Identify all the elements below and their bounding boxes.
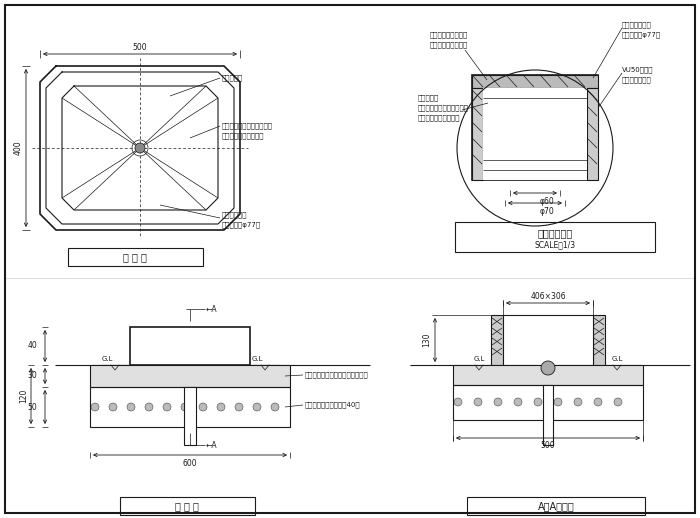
Circle shape xyxy=(181,403,189,411)
Text: 目皿：付属品: 目皿：付属品 xyxy=(222,212,248,218)
Text: 50: 50 xyxy=(27,402,37,411)
Text: ←A: ←A xyxy=(206,305,218,313)
Bar xyxy=(543,385,553,445)
Text: 立 面 図: 立 面 図 xyxy=(175,501,199,511)
Text: 500: 500 xyxy=(540,441,555,451)
Text: 繊維補強軽量コンクリート: 繊維補強軽量コンクリート xyxy=(222,123,273,130)
Text: φ60: φ60 xyxy=(540,196,554,206)
Circle shape xyxy=(217,403,225,411)
Circle shape xyxy=(253,403,261,411)
Circle shape xyxy=(271,403,279,411)
Bar xyxy=(483,88,587,180)
Bar xyxy=(68,248,203,266)
Circle shape xyxy=(163,403,171,411)
Text: クラッシャラン（Ｃ－40）: クラッシャラン（Ｃ－40） xyxy=(305,401,360,408)
Bar xyxy=(472,75,598,88)
Text: 目皿（付属品）: 目皿（付属品） xyxy=(622,22,652,28)
Circle shape xyxy=(614,398,622,406)
Bar xyxy=(453,365,643,385)
Text: 406×306: 406×306 xyxy=(530,292,566,300)
Text: VU50排水管: VU50排水管 xyxy=(622,67,654,74)
Circle shape xyxy=(514,398,522,406)
Text: 120: 120 xyxy=(20,389,29,403)
Text: A－A断面図: A－A断面図 xyxy=(538,501,575,511)
Bar xyxy=(472,75,598,180)
Bar xyxy=(130,327,250,365)
Bar xyxy=(455,222,655,252)
Text: G.L: G.L xyxy=(611,356,623,362)
Text: ←A: ←A xyxy=(206,440,218,450)
Text: 繊維補強軽量コンクリート: 繊維補強軽量コンクリート xyxy=(418,105,469,111)
Text: G.L: G.L xyxy=(251,356,262,362)
Bar xyxy=(491,315,503,365)
Text: ステラパン: ステラパン xyxy=(418,95,440,102)
Text: G.L: G.L xyxy=(473,356,485,362)
Circle shape xyxy=(474,398,482,406)
Text: シリコン系充填材で: シリコン系充填材で xyxy=(430,32,468,38)
Text: 500: 500 xyxy=(133,42,147,51)
Circle shape xyxy=(199,403,207,411)
Text: SCALE：1/3: SCALE：1/3 xyxy=(534,240,575,250)
Text: 40: 40 xyxy=(27,341,37,351)
Circle shape xyxy=(454,398,462,406)
Circle shape xyxy=(91,403,99,411)
Text: 130: 130 xyxy=(423,333,431,347)
Text: φ70: φ70 xyxy=(540,207,554,215)
Text: 排水部詳細図: 排水部詳細図 xyxy=(538,228,573,238)
Text: 平 面 図: 平 面 図 xyxy=(123,252,147,262)
Bar xyxy=(593,315,605,365)
Circle shape xyxy=(534,398,542,406)
Circle shape xyxy=(127,403,135,411)
Circle shape xyxy=(594,398,602,406)
Circle shape xyxy=(235,403,243,411)
Bar xyxy=(467,497,645,515)
Text: （現場調達品）: （現場調達品） xyxy=(622,77,652,83)
Bar xyxy=(587,88,598,180)
Circle shape xyxy=(494,398,502,406)
Bar xyxy=(472,88,483,180)
Text: G.L: G.L xyxy=(102,356,113,362)
Text: ステラパン: ステラパン xyxy=(222,75,244,81)
Circle shape xyxy=(541,361,555,375)
Bar xyxy=(120,497,255,515)
Circle shape xyxy=(109,403,117,411)
Text: （黄銅製、φ77）: （黄銅製、φ77） xyxy=(622,32,661,38)
Bar xyxy=(184,387,196,445)
Bar xyxy=(453,385,643,420)
Text: すき間をコーキング: すき間をコーキング xyxy=(430,41,468,48)
Circle shape xyxy=(574,398,582,406)
Text: 30: 30 xyxy=(27,371,37,381)
Circle shape xyxy=(554,398,562,406)
Text: 空練モルタル（１：４〜１：５）: 空練モルタル（１：４〜１：５） xyxy=(305,372,369,378)
Bar xyxy=(90,365,290,387)
Text: （アクリル樹脂塗装）: （アクリル樹脂塗装） xyxy=(222,133,265,139)
Circle shape xyxy=(145,403,153,411)
Bar xyxy=(90,387,290,427)
Text: 600: 600 xyxy=(183,458,197,468)
Bar xyxy=(503,315,593,365)
Text: （アクリル樹脂塗装）: （アクリル樹脂塗装） xyxy=(418,114,461,121)
Text: 400: 400 xyxy=(13,141,22,155)
Circle shape xyxy=(135,143,145,153)
Text: （黄銅製、φ77）: （黄銅製、φ77） xyxy=(222,222,261,228)
